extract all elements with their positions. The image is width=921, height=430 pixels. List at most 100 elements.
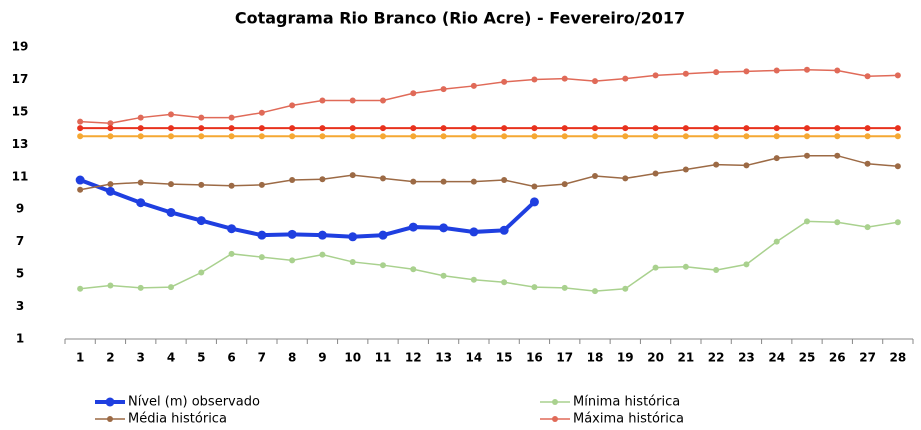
point [531,183,538,190]
point [77,118,84,125]
y-tick-label: 9 [16,202,24,216]
point [652,72,659,79]
point [773,133,780,140]
point [864,125,871,132]
point [289,133,296,140]
point [561,75,568,82]
point [198,269,205,276]
chart-title: Cotagrama Rio Branco (Rio Acre) - Fevere… [235,9,685,28]
point [470,125,477,132]
point [349,258,356,265]
point [894,72,901,79]
point [499,225,509,235]
x-tick-label: 4 [167,351,175,365]
legend-label: Nível (m) observado [128,395,260,410]
point [228,125,235,132]
point [652,125,659,132]
y-tick-label: 5 [16,267,24,281]
point [198,114,205,121]
point [501,279,508,286]
point [652,133,659,140]
point [408,222,418,232]
point [137,125,144,132]
point [289,102,296,109]
y-tick-label: 11 [12,169,29,183]
point [773,67,780,74]
point [561,284,568,291]
x-tick-label: 6 [227,351,235,365]
point [440,125,447,132]
point [348,232,358,242]
point [682,166,689,173]
point [107,282,114,289]
y-tick-label: 13 [12,137,29,151]
point [410,178,417,185]
point [168,284,174,291]
point [531,125,538,132]
point [166,207,176,217]
point [77,186,84,193]
legend-marker [105,397,115,407]
point [289,257,296,264]
point [319,251,326,258]
series-line [79,178,536,239]
point [894,133,901,140]
point [622,75,629,82]
point [287,229,297,239]
point [592,125,598,132]
point [198,181,205,188]
point [470,178,477,185]
point [258,254,265,261]
point [622,285,629,292]
x-tick-label: 9 [318,351,326,365]
point [380,97,386,104]
x-tick-label: 5 [197,351,205,365]
x-tick-label: 13 [435,351,452,365]
point [105,186,115,196]
point [561,125,568,132]
point [804,133,810,140]
x-tick-label: 21 [678,351,695,365]
x-tick-label: 19 [617,351,634,365]
y-tick-label: 17 [12,72,29,86]
point [622,175,629,182]
point [440,133,447,140]
y-tick-label: 3 [16,299,24,313]
point [440,178,447,185]
point [349,172,356,179]
point [834,219,841,226]
point [228,182,235,189]
point [77,133,84,140]
point [168,111,174,118]
point [864,133,871,140]
point [592,133,598,140]
point [349,125,356,132]
point [592,78,598,85]
x-tick-label: 12 [405,351,422,365]
point [834,125,841,132]
point [380,262,386,269]
x-tick-label: 27 [859,351,876,365]
point [257,230,267,240]
point [713,69,720,76]
y-tick-label: 19 [12,40,29,54]
x-tick-label: 26 [829,351,846,365]
x-tick-label: 20 [647,351,664,365]
legend-marker [107,416,113,422]
point [592,172,598,179]
point [773,155,780,162]
point [289,125,296,132]
point [713,133,720,140]
x-tick-label: 2 [106,351,114,365]
point [136,198,146,208]
point [529,197,539,207]
point [743,261,750,268]
point [258,181,265,188]
point [743,125,750,132]
point [77,285,84,292]
point [531,133,538,140]
x-tick-label: 17 [556,351,573,365]
point [228,114,235,121]
x-tick-label: 1 [76,351,84,365]
point [289,177,296,184]
